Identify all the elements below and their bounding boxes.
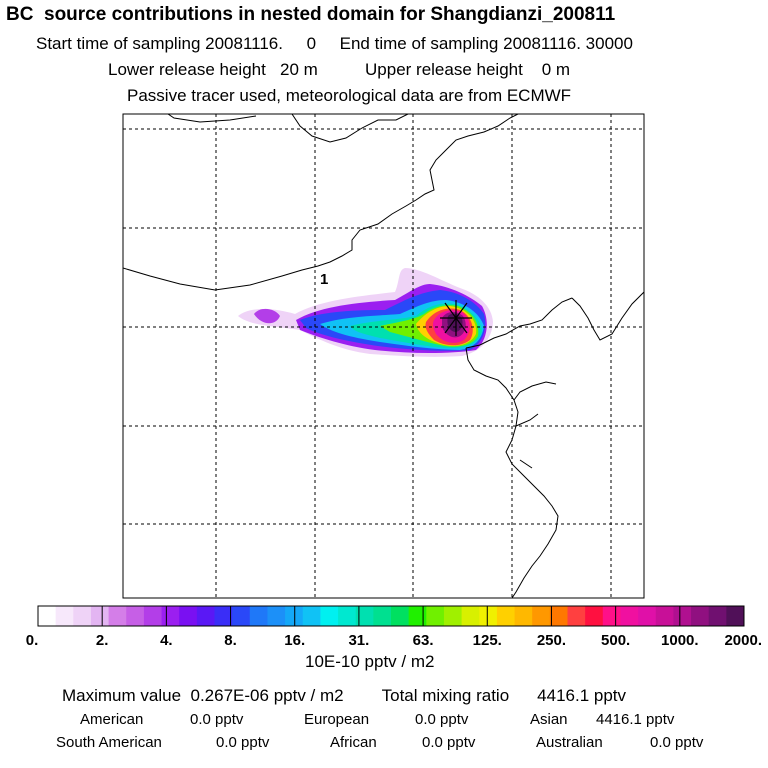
max-unit: pptv / m2 bbox=[273, 686, 344, 705]
source-name: Asian bbox=[530, 711, 568, 728]
colorbar-swatch bbox=[655, 606, 674, 626]
colorbar-swatch bbox=[479, 606, 498, 626]
colorbar-tick-label: 16. bbox=[284, 632, 305, 649]
colorbar-swatch bbox=[514, 606, 533, 626]
total-mixing-label: Total mixing ratio bbox=[381, 686, 510, 705]
release-height-line: Lower release height 20 m Upper release … bbox=[108, 60, 571, 79]
source-value: 0.0 pptv bbox=[415, 711, 469, 728]
max-value: 0.267E-06 bbox=[190, 686, 269, 705]
colorbar-frame bbox=[37, 605, 745, 627]
colorbar-swatch bbox=[267, 606, 286, 626]
plume-contour bbox=[254, 308, 280, 324]
maximum-value-line: Maximum value 0.267E-06 pptv / m2 Total m… bbox=[62, 686, 626, 706]
colorbar-tick-label: 63. bbox=[413, 632, 434, 649]
colorbar-swatch bbox=[549, 606, 568, 626]
colorbar-tick-label: 2000. bbox=[724, 632, 762, 649]
colorbar-tick-label: 8. bbox=[224, 632, 237, 649]
colorbar-swatch bbox=[285, 606, 304, 626]
colorbar-swatch bbox=[126, 606, 145, 626]
colorbar-swatch bbox=[161, 606, 180, 626]
colorbar-swatch bbox=[673, 606, 692, 626]
colorbar-swatch bbox=[691, 606, 710, 626]
receptor-star-icon bbox=[440, 300, 472, 336]
map-frame bbox=[122, 113, 645, 599]
colorbar-tick-label: 31. bbox=[348, 632, 369, 649]
colorbar-swatch bbox=[426, 606, 445, 626]
plume-field bbox=[238, 268, 493, 357]
source-value: 0.0 pptv bbox=[650, 734, 704, 751]
grid-lines bbox=[123, 114, 644, 598]
colorbar-swatch bbox=[196, 606, 215, 626]
source-value: 0.0 pptv bbox=[216, 734, 270, 751]
colorbar-swatch bbox=[355, 606, 374, 626]
colorbar-swatch bbox=[90, 606, 110, 626]
colorbar bbox=[37, 605, 745, 627]
colorbar-swatch bbox=[585, 606, 604, 626]
colorbar-tick-label: 125. bbox=[473, 632, 502, 649]
sampling-time-line: Start time of sampling 20081116. 0 End t… bbox=[36, 34, 633, 53]
colorbar-swatch bbox=[143, 606, 163, 626]
colorbar-units-label: 10E-10 pptv / m2 bbox=[305, 652, 435, 671]
colorbar-tick-labels: 0. 2. 4. 8. 16. 31. 63. 125. 250. 500. 1000. 2000. bbox=[26, 632, 762, 649]
colorbar-swatch bbox=[567, 606, 586, 626]
source-name: African bbox=[330, 734, 377, 751]
colorbar-swatch bbox=[338, 606, 357, 626]
source-name: European bbox=[304, 711, 370, 728]
source-value: 0.0 pptv bbox=[190, 711, 244, 728]
colorbar-swatch bbox=[214, 606, 233, 626]
colorbar-swatch bbox=[638, 606, 657, 626]
colorbar-swatch bbox=[726, 606, 745, 626]
colorbar-tick-label: 1000. bbox=[661, 632, 699, 649]
colorbar-swatch bbox=[108, 606, 127, 626]
colorbar-swatch bbox=[249, 606, 268, 626]
max-label: Maximum value bbox=[62, 686, 182, 705]
total-mixing-value: 4416.1 pptv bbox=[537, 686, 627, 705]
colorbar-swatch bbox=[302, 606, 321, 626]
source-value: 4416.1 pptv bbox=[596, 711, 675, 728]
colorbar-tick-label: 0. bbox=[26, 632, 39, 649]
colorbar-swatch bbox=[708, 606, 727, 626]
colorbar-swatch bbox=[373, 606, 392, 626]
tracer-info-line: Passive tracer used, meteorological data… bbox=[127, 86, 572, 105]
receptor-label: 1 bbox=[320, 271, 328, 288]
colorbar-swatch bbox=[55, 606, 74, 626]
colorbar-tick-label: 4. bbox=[160, 632, 173, 649]
colorbar-tick-label: 2. bbox=[96, 632, 109, 649]
source-name: Australian bbox=[536, 734, 603, 751]
colorbar-swatch bbox=[73, 606, 92, 626]
colorbar-swatch bbox=[620, 606, 639, 626]
colorbar-swatch bbox=[602, 606, 621, 626]
colorbar-swatch bbox=[496, 606, 516, 626]
colorbar-swatch bbox=[232, 606, 251, 626]
colorbar-tick-label: 250. bbox=[537, 632, 566, 649]
colorbar-swatch bbox=[38, 606, 57, 626]
colorbar-swatch bbox=[391, 606, 410, 626]
colorbar-tick-label: 500. bbox=[601, 632, 630, 649]
colorbar-swatch bbox=[443, 606, 463, 626]
colorbar-swatch bbox=[461, 606, 480, 626]
colorbar-swatch bbox=[532, 606, 551, 626]
colorbar-swatch bbox=[179, 606, 198, 626]
source-value: 0.0 pptv bbox=[422, 734, 476, 751]
colorbar-swatch bbox=[408, 606, 427, 626]
source-name: American bbox=[80, 711, 144, 728]
source-name: South American bbox=[56, 734, 162, 751]
chart-title: BC source contributions in nested domain… bbox=[6, 4, 616, 25]
colorbar-swatch bbox=[320, 606, 339, 626]
coastlines bbox=[123, 114, 644, 598]
